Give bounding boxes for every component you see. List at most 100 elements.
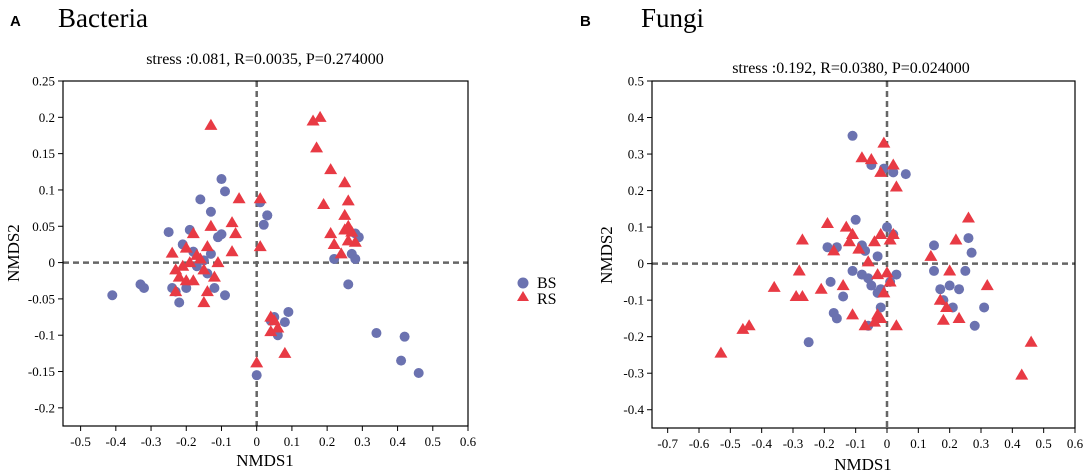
y-tick-label: 0.2 bbox=[628, 183, 644, 198]
point-rs bbox=[936, 313, 950, 325]
x-tick-label: 0.6 bbox=[460, 434, 477, 449]
panel-a-frame bbox=[62, 80, 469, 427]
x-tick-label: 0 bbox=[884, 436, 891, 451]
point-bs bbox=[272, 330, 283, 341]
point-rs bbox=[852, 242, 866, 254]
panel-b-y-label: NMDS2 bbox=[597, 226, 616, 284]
point-bs bbox=[413, 367, 424, 378]
panel-b-stats: stress :0.192, R=0.0380, P=0.024000 bbox=[732, 60, 970, 77]
point-bs bbox=[216, 229, 227, 240]
panel-a-points bbox=[107, 110, 424, 381]
point-bs bbox=[163, 227, 174, 238]
point-bs bbox=[279, 317, 290, 328]
x-tick-label: 0.1 bbox=[910, 436, 926, 451]
panel-b-points bbox=[714, 130, 1038, 380]
point-bs bbox=[847, 265, 858, 276]
point-rs bbox=[207, 270, 221, 282]
point-bs bbox=[220, 186, 230, 197]
point-rs bbox=[767, 280, 781, 292]
panel-a-stats: stress :0.081, R=0.0035, P=0.274000 bbox=[146, 51, 384, 68]
point-rs bbox=[204, 118, 218, 130]
point-rs bbox=[867, 235, 881, 247]
point-rs bbox=[338, 208, 352, 220]
point-bs bbox=[847, 130, 858, 141]
point-rs bbox=[839, 220, 853, 232]
panel-a-title: Bacteria bbox=[58, 3, 148, 33]
point-rs bbox=[846, 227, 860, 239]
y-tick-label: -0.15 bbox=[28, 364, 55, 379]
panel-b-title: Fungi bbox=[641, 3, 704, 33]
point-bs bbox=[139, 283, 149, 293]
point-rs bbox=[795, 233, 809, 245]
x-tick-label: 0.2 bbox=[319, 434, 335, 449]
point-bs bbox=[891, 269, 902, 280]
panel-a-reference-lines bbox=[63, 81, 468, 426]
y-tick-label: 0.2 bbox=[39, 110, 55, 125]
point-rs bbox=[179, 241, 193, 253]
point-bs bbox=[107, 290, 118, 301]
panel-a-x-label: NMDS1 bbox=[236, 451, 294, 470]
point-rs bbox=[179, 274, 193, 286]
point-bs bbox=[343, 279, 354, 290]
legend-rs-marker bbox=[517, 291, 529, 301]
x-tick-label: -0.3 bbox=[141, 434, 162, 449]
point-rs bbox=[253, 192, 267, 204]
point-rs bbox=[317, 197, 331, 210]
point-rs bbox=[306, 114, 320, 126]
x-tick-label: 0.3 bbox=[973, 436, 989, 451]
panel-b-x-label: NMDS1 bbox=[834, 455, 892, 474]
point-bs bbox=[960, 265, 971, 276]
point-rs bbox=[874, 165, 888, 177]
legend-bs-label: BS bbox=[537, 275, 557, 292]
panel-b-y-axis: -0.4 -0.3 -0.2 -0.1 0 0.1 0.2 0.3 0.4 0.5 bbox=[623, 74, 652, 417]
panel-b-x-axis: -0.7 -0.6 -0.5 -0.4 -0.3 -0.2 -0.1 0 0.1 0.2 0.3 0.… bbox=[657, 428, 1084, 451]
point-bs bbox=[882, 222, 892, 233]
point-rs bbox=[871, 268, 885, 280]
point-bs bbox=[350, 253, 361, 264]
point-rs bbox=[961, 211, 975, 223]
x-tick-label: -0.1 bbox=[211, 434, 232, 449]
point-rs bbox=[313, 110, 327, 122]
point-bs bbox=[220, 290, 230, 301]
point-rs bbox=[742, 319, 756, 331]
point-rs bbox=[877, 286, 891, 298]
y-tick-label: 0.3 bbox=[628, 147, 644, 162]
point-bs bbox=[954, 284, 965, 295]
point-rs bbox=[858, 319, 872, 331]
point-rs bbox=[193, 252, 207, 264]
point-bs bbox=[216, 174, 227, 185]
point-rs bbox=[169, 285, 183, 297]
panel-a-letter: A bbox=[10, 13, 21, 30]
x-tick-label: -0.5 bbox=[720, 436, 741, 451]
point-bs bbox=[262, 210, 273, 221]
x-tick-label: -0.2 bbox=[814, 436, 835, 451]
point-rs bbox=[165, 246, 179, 258]
point-rs bbox=[877, 136, 891, 148]
point-rs bbox=[949, 233, 963, 245]
point-rs bbox=[264, 325, 278, 337]
point-bs bbox=[825, 276, 836, 287]
x-tick-label: 0.1 bbox=[284, 434, 300, 449]
point-rs bbox=[345, 225, 359, 237]
point-rs bbox=[792, 264, 806, 276]
point-rs bbox=[880, 266, 894, 278]
y-tick-label: 0.25 bbox=[32, 74, 55, 89]
point-bs bbox=[371, 328, 382, 339]
point-rs bbox=[204, 219, 218, 231]
point-rs bbox=[867, 315, 881, 327]
panel-a-y-label: NMDS2 bbox=[4, 224, 23, 282]
point-rs bbox=[827, 244, 841, 256]
panel-a-y-axis: -0.2 -0.15 -0.1 -0.05 0 0.05 0.1 0.15 0.2 0.25 bbox=[28, 74, 63, 415]
point-rs bbox=[229, 227, 243, 239]
x-tick-label: -0.6 bbox=[689, 436, 710, 451]
point-rs bbox=[250, 356, 264, 368]
point-rs bbox=[820, 216, 834, 229]
point-rs bbox=[814, 282, 828, 294]
legend: BS RS bbox=[517, 275, 557, 308]
point-rs bbox=[874, 311, 888, 323]
point-rs bbox=[933, 293, 947, 305]
point-bs bbox=[900, 169, 911, 180]
legend-rs-label: RS bbox=[537, 291, 557, 308]
point-bs bbox=[969, 320, 980, 331]
point-bs bbox=[850, 214, 861, 225]
